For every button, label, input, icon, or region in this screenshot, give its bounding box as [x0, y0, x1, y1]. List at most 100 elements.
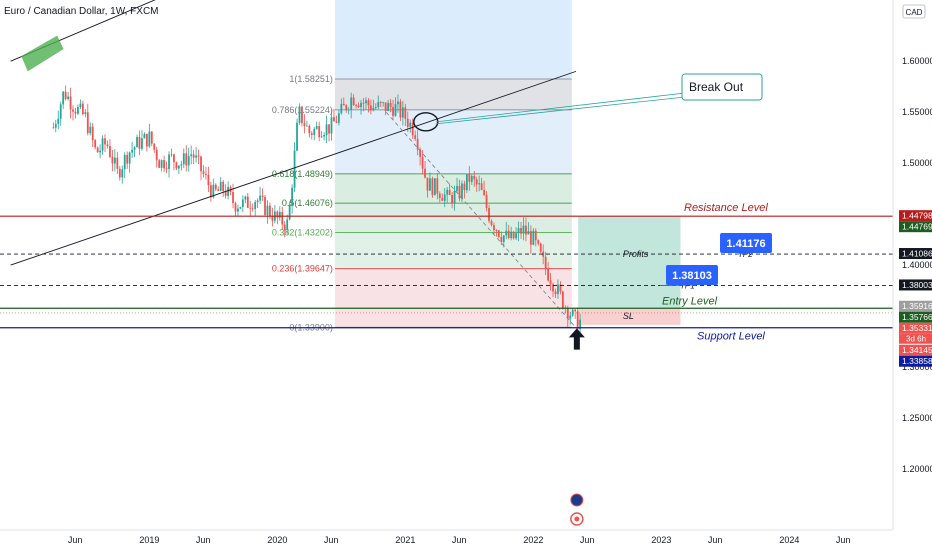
candle-body [411, 122, 414, 136]
candle-body [512, 231, 515, 239]
candle-body [269, 205, 271, 217]
candle-body [283, 224, 286, 230]
candle-body [219, 181, 222, 191]
candle-body [495, 230, 498, 231]
candle-body [234, 203, 237, 212]
support-label: Support Level [697, 331, 765, 343]
entry-label: Entry Level [662, 295, 718, 307]
candle-body [94, 140, 97, 148]
time-tick-label: Jun [580, 535, 595, 545]
time-tick-label: 2024 [779, 535, 799, 545]
candle-body [165, 168, 168, 170]
candle-body [271, 216, 274, 221]
candle-body [389, 102, 392, 108]
candle-body [141, 138, 143, 149]
candle-body [249, 207, 252, 209]
candle-body [544, 256, 547, 269]
candle-body [542, 251, 545, 257]
candle-body [357, 105, 360, 108]
candle-body [116, 157, 119, 169]
sl-label: SL [623, 311, 634, 321]
fib-label: 0.618(1.48949) [272, 169, 333, 179]
candle-body [522, 225, 525, 234]
candle-body [473, 176, 476, 180]
candle-body [549, 280, 552, 285]
price-label-box [899, 279, 932, 291]
currency-badge-text: CAD [906, 8, 923, 17]
price-label-text: 1.35916 [902, 301, 932, 311]
candle-body [111, 156, 114, 164]
up-arrow-icon [568, 328, 585, 350]
candle-body [185, 153, 188, 166]
candle-body [350, 97, 353, 110]
candle-body [177, 165, 180, 169]
time-tick-label: Jun [452, 535, 467, 545]
candle-body [158, 160, 161, 168]
candle-body [406, 118, 409, 127]
candle-body [72, 109, 74, 112]
eu-flag-icon [570, 493, 584, 507]
candle-body [67, 96, 70, 99]
price-tick-label: 1.55000 [902, 107, 932, 117]
candle-body [261, 195, 264, 197]
candle-body [256, 200, 259, 203]
fib-label: 0.236(1.39647) [272, 264, 333, 274]
candle-body [136, 137, 138, 148]
candle-body [308, 125, 311, 134]
candle-body [505, 230, 508, 236]
candle-body [313, 128, 316, 135]
candle-body [227, 187, 230, 196]
candle-body [510, 231, 513, 239]
time-tick-label: Jun [68, 535, 83, 545]
candle-body [81, 103, 84, 115]
candle-body [345, 105, 348, 110]
candle-body [113, 157, 116, 164]
candle-body [374, 107, 377, 108]
candle-body [64, 91, 67, 99]
candle-body [360, 102, 362, 108]
time-tick-label: 2019 [139, 535, 159, 545]
time-tick-label: Jun [836, 535, 851, 545]
price-label-box [899, 300, 932, 312]
candle-body [333, 117, 335, 122]
price-tick-label: 1.20000 [902, 464, 932, 474]
candle-body [330, 117, 333, 134]
countdown-box [899, 333, 932, 344]
candle-body [131, 149, 134, 153]
candle-body [328, 124, 330, 134]
candle-body [190, 154, 193, 157]
price-label-text: 1.34145 [902, 345, 932, 355]
candle-body [207, 175, 210, 186]
candle-body [529, 231, 532, 245]
candle-body [525, 225, 527, 235]
candle-body [266, 205, 269, 216]
candle-body [382, 102, 385, 104]
candle-body [202, 171, 205, 174]
candle-body [173, 154, 175, 163]
time-tick-label: Jun [708, 535, 723, 545]
candle-body [431, 178, 434, 196]
tp2-callout-pointer [736, 252, 751, 255]
candle-body [559, 284, 562, 292]
candle-body [239, 207, 242, 209]
candle-body [54, 123, 57, 128]
time-tick-label: 2023 [651, 535, 671, 545]
candle-body [57, 118, 60, 124]
candle-body [62, 91, 65, 105]
candle-body [212, 184, 215, 198]
price-tick-label: 1.40000 [902, 260, 932, 270]
candle-body [416, 138, 419, 150]
fib-band [334, 79, 572, 110]
price-label-text: 1.35766 [902, 312, 932, 322]
countdown-text: 3d 6h [906, 335, 926, 344]
candle-body [446, 189, 449, 195]
candle-body [246, 196, 249, 208]
candle-body [561, 291, 564, 309]
breakout-callout-box [681, 73, 763, 101]
candle-body [515, 233, 518, 239]
price-label-text: 1.44798 [902, 211, 932, 221]
candle-body [500, 236, 503, 242]
candle-body [355, 105, 358, 106]
candle-body [150, 131, 153, 144]
